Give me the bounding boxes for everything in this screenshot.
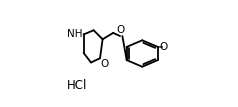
Text: HCl: HCl	[67, 79, 87, 92]
Text: O: O	[159, 42, 167, 52]
Text: O: O	[116, 25, 125, 35]
Text: NH: NH	[67, 30, 82, 39]
Text: O: O	[100, 59, 109, 69]
